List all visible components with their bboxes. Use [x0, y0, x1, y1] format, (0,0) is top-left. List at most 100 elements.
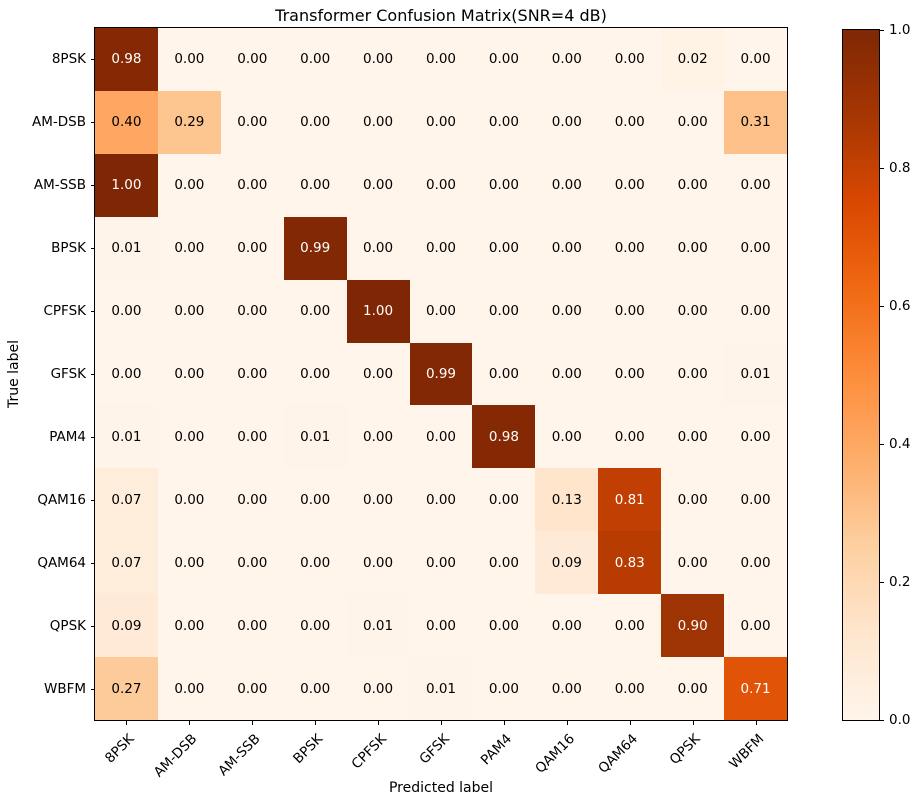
cell-value: 0.01 — [363, 617, 394, 634]
cell-GFSK-8PSK: 0.00 — [95, 342, 158, 406]
cell-QAM16-PAM4: 0.00 — [472, 468, 536, 532]
cell-CPFSK-AM-DSB: 0.00 — [157, 279, 221, 343]
cell-QAM16-GFSK: 0.00 — [409, 468, 473, 532]
cell-value: 0.90 — [677, 617, 708, 634]
cell-value: 0.00 — [551, 177, 582, 194]
cell-CPFSK-WBFM: 0.00 — [724, 279, 787, 343]
cell-value: 0.00 — [488, 554, 519, 571]
cell-value: 0.00 — [677, 240, 708, 257]
cell-BPSK-CPFSK: 0.00 — [346, 216, 410, 280]
cell-value: 0.01 — [300, 428, 331, 445]
cell-QAM64-8PSK: 0.07 — [95, 531, 158, 595]
cell-value: 0.00 — [488, 240, 519, 257]
y-tick-mark — [91, 311, 95, 313]
cell-AM-SSB-CPFSK: 0.00 — [346, 153, 410, 217]
cell-value: 0.00 — [740, 428, 771, 445]
cell-value: 0.00 — [300, 51, 331, 68]
cell-value: 0.00 — [677, 491, 708, 508]
y-tick-label-QAM16: QAM16 — [37, 491, 86, 508]
cell-value: 0.00 — [425, 554, 457, 571]
cell-value: 0.00 — [551, 617, 582, 634]
cell-value: 0.00 — [363, 114, 394, 131]
cell-value: 0.00 — [363, 491, 394, 508]
cell-value: 0.00 — [677, 680, 708, 697]
cell-value: 0.00 — [740, 617, 771, 634]
colorbar-tick-label-0.4: 0.4 — [889, 436, 911, 452]
cell-value: 0.71 — [740, 680, 771, 697]
cell-value: 0.00 — [551, 240, 582, 257]
cell-value: 0.00 — [488, 177, 519, 194]
cell-GFSK-BPSK: 0.00 — [283, 342, 347, 406]
cell-value: 0.00 — [363, 428, 394, 445]
cell-AM-DSB-8PSK: 0.40 — [95, 90, 158, 154]
cell-value: 0.00 — [174, 303, 205, 320]
x-axis-ticks: 8PSK AM-DSB AM-SSB BPSK CPFSK GFSK PAM4 QAM16 QA… — [95, 721, 787, 783]
cell-WBFM-QAM16: 0.00 — [535, 657, 599, 720]
cell-8PSK-PAM4: 0.00 — [472, 28, 536, 91]
cell-value: 0.00 — [614, 428, 645, 445]
cell-value: 0.83 — [614, 554, 645, 571]
cell-value: 0.00 — [300, 680, 331, 697]
cell-value: 0.81 — [614, 491, 645, 508]
cell-WBFM-GFSK: 0.01 — [409, 657, 473, 720]
cell-GFSK-QAM64: 0.00 — [598, 342, 662, 406]
cell-QAM16-QPSK: 0.00 — [661, 468, 725, 532]
cell-CPFSK-8PSK: 0.00 — [95, 279, 158, 343]
cell-8PSK-QAM64: 0.00 — [598, 28, 662, 91]
cell-value: 0.00 — [174, 554, 205, 571]
y-axis-ticks: 8PSK AM-DSB AM-SSB BPSK CPFSK GFSK PAM4 QAM16 QA… — [0, 28, 95, 720]
x-tick-mark — [755, 721, 757, 725]
cell-value: 0.31 — [740, 114, 771, 131]
cell-value: 0.00 — [237, 51, 268, 68]
y-tick-label-GFSK: GFSK — [50, 366, 86, 382]
cell-PAM4-8PSK: 0.01 — [95, 405, 158, 469]
cell-value: 0.00 — [363, 680, 394, 697]
x-tick-label-QAM16: QAM16 — [532, 731, 579, 777]
cell-AM-DSB-QAM16: 0.00 — [535, 90, 599, 154]
y-tick-mark — [91, 122, 95, 124]
cell-CPFSK-AM-SSB: 0.00 — [220, 279, 284, 343]
cell-value: 0.00 — [425, 617, 457, 634]
cell-PAM4-BPSK: 0.01 — [283, 405, 347, 469]
colorbar-gradient — [842, 29, 880, 721]
cell-value: 0.00 — [677, 428, 708, 445]
cell-value: 0.09 — [551, 554, 582, 571]
cell-value: 0.00 — [740, 303, 771, 320]
cell-QAM64-PAM4: 0.00 — [472, 531, 536, 595]
y-tick-mark — [91, 625, 95, 627]
cell-value: 0.00 — [363, 240, 394, 257]
cell-value: 0.00 — [363, 51, 394, 68]
cell-PAM4-AM-DSB: 0.00 — [157, 405, 221, 469]
cell-value: 0.00 — [425, 303, 457, 320]
colorbar-tick-mark — [880, 30, 884, 31]
cell-value: 0.00 — [551, 303, 582, 320]
cell-value: 0.01 — [111, 240, 142, 257]
cell-AM-DSB-QPSK: 0.00 — [661, 90, 725, 154]
cell-AM-DSB-WBFM: 0.31 — [724, 90, 787, 154]
cell-value: 0.00 — [488, 114, 519, 131]
x-tick-mark — [692, 721, 694, 725]
cell-value: 0.00 — [488, 51, 519, 68]
cell-QPSK-CPFSK: 0.01 — [346, 594, 410, 658]
cell-QAM16-BPSK: 0.00 — [283, 468, 347, 532]
colorbar-tick-mark — [880, 306, 884, 307]
cell-PAM4-WBFM: 0.00 — [724, 405, 787, 469]
y-tick-label-CPFSK: CPFSK — [43, 303, 86, 320]
cell-QAM16-AM-DSB: 0.00 — [157, 468, 221, 532]
cell-WBFM-AM-DSB: 0.00 — [157, 657, 221, 720]
x-tick-label-WBFM: WBFM — [725, 731, 767, 773]
cell-GFSK-WBFM: 0.01 — [724, 342, 787, 406]
cell-WBFM-QAM64: 0.00 — [598, 657, 662, 720]
cell-value: 0.98 — [111, 51, 142, 68]
colorbar-tick-mark — [880, 582, 884, 583]
cell-value: 0.00 — [677, 303, 708, 320]
y-tick-mark — [91, 436, 95, 438]
x-tick-label-CPFSK: CPFSK — [348, 731, 390, 773]
cell-QPSK-PAM4: 0.00 — [472, 594, 536, 658]
x-tick-label-8PSK: 8PSK — [102, 731, 138, 767]
colorbar-tick-label-0.2: 0.2 — [889, 574, 911, 590]
colorbar-tick-mark — [880, 720, 884, 721]
cell-value: 0.00 — [614, 617, 645, 634]
cell-value: 0.00 — [425, 428, 457, 445]
y-tick-label-WBFM: WBFM — [43, 680, 86, 697]
